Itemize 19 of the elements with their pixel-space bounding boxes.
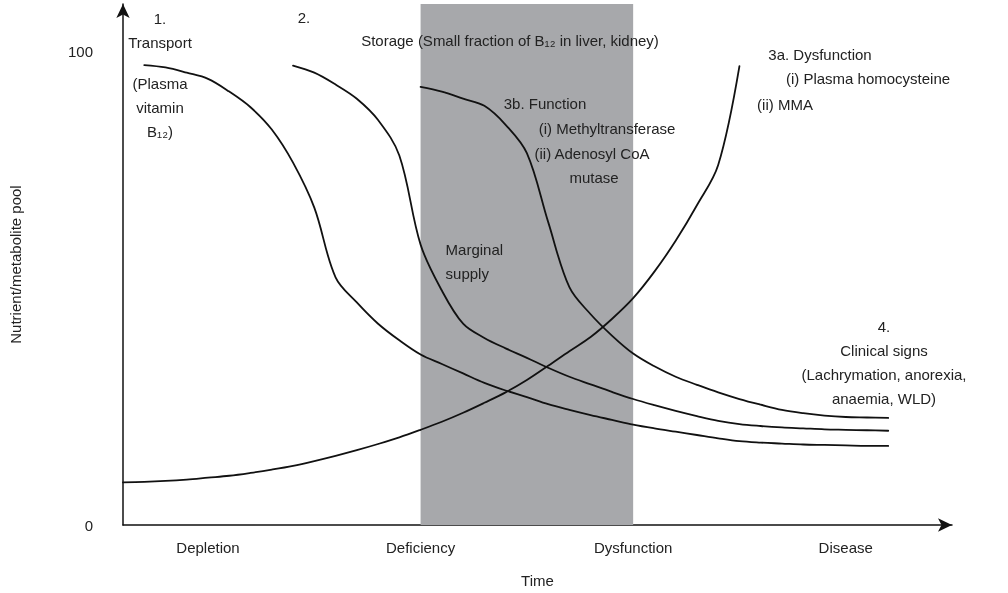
x-tick-label: Disease xyxy=(818,539,873,556)
x-tick-label: Depletion xyxy=(176,539,240,556)
y-axis-title: Nutrient/metabolite pool xyxy=(7,185,24,344)
x-tick-label: Deficiency xyxy=(385,539,456,556)
x-tick-label: Dysfunction xyxy=(593,539,673,556)
annotation: 3b. Function xyxy=(503,94,587,112)
band-label: Marginal supply xyxy=(445,240,508,282)
annotation: (ii) Adenosyl CoA xyxy=(534,144,650,162)
y-tick-label: 100 xyxy=(67,42,93,60)
annotation: (i) Plasma homocysteine xyxy=(785,69,951,87)
annotation: 3a. Dysfunction xyxy=(768,45,872,63)
annotation: (Plasma vitamin B₁₂) xyxy=(132,74,189,140)
annotation: mutase xyxy=(569,168,619,186)
annotation: 2. xyxy=(297,8,311,26)
annotation: 4. Clinical signs (Lachrymation, anorexia, anaemia, WLD) xyxy=(801,317,967,407)
annotation: 1. Transport xyxy=(128,9,193,51)
y-tick-label: 0 xyxy=(84,516,93,534)
x-axis-title: Time xyxy=(521,572,554,589)
annotation: (ii) MMA xyxy=(757,95,813,113)
